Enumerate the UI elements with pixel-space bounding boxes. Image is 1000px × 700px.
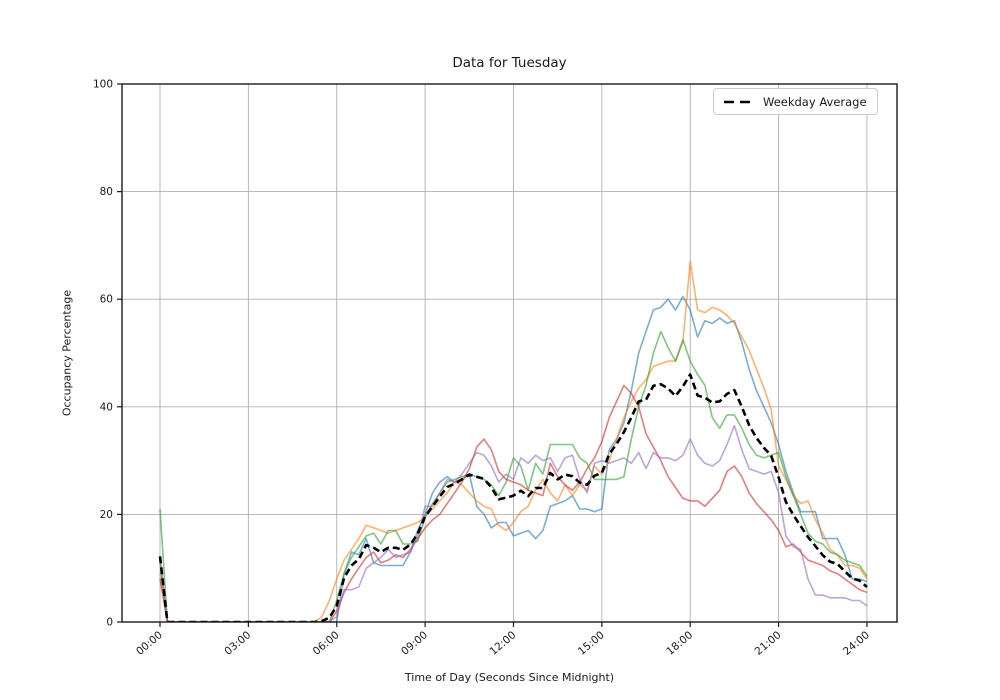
legend: Weekday Average <box>713 88 878 115</box>
x-tick-label: 09:00 <box>399 629 430 658</box>
x-tick-label: 18:00 <box>664 629 695 658</box>
x-tick-label: 24:00 <box>841 629 872 658</box>
x-tick-label: 15:00 <box>576 629 607 658</box>
x-axis-label: Time of Day (Seconds Since Midnight) <box>404 671 615 684</box>
y-tick-label: 100 <box>93 79 113 91</box>
y-tick-label: 40 <box>100 401 113 413</box>
y-axis-label: Occupancy Percentage <box>60 289 74 417</box>
y-tick-label: 60 <box>100 294 113 306</box>
legend-label: Weekday Average <box>763 94 867 109</box>
legend-dash-icon <box>724 100 754 103</box>
x-tick-label: 21:00 <box>753 629 784 658</box>
y-tick-label: 0 <box>106 617 113 629</box>
x-tick-label: 03:00 <box>222 629 253 658</box>
weekday-average-line <box>158 373 868 622</box>
x-tick-label: 12:00 <box>488 629 519 658</box>
y-tick-label: 20 <box>100 509 113 521</box>
series-line-weekday-2 <box>159 260 868 622</box>
x-tick-label: 00:00 <box>134 629 165 658</box>
series-line-weekday-5 <box>159 424 868 622</box>
y-tick-label: 80 <box>100 186 113 198</box>
series-line-weekday-1 <box>159 295 868 622</box>
chart-title: Data for Tuesday <box>452 55 567 71</box>
axes-spines <box>121 83 898 623</box>
series-line-weekday-4 <box>159 384 868 622</box>
x-tick-label: 06:00 <box>311 629 342 658</box>
series-line-weekday-3 <box>159 330 868 622</box>
